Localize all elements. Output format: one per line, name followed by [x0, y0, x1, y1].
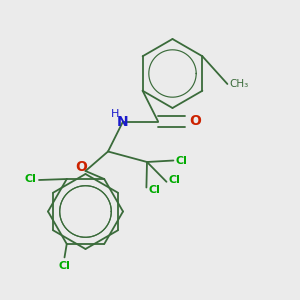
Text: Cl: Cl [148, 185, 160, 195]
Text: Cl: Cl [169, 175, 181, 185]
Text: O: O [75, 160, 87, 174]
Text: Cl: Cl [25, 173, 37, 184]
Text: Cl: Cl [58, 261, 70, 271]
Text: N: N [117, 115, 129, 128]
Text: Cl: Cl [176, 155, 188, 166]
Text: O: O [189, 114, 201, 128]
Text: CH₃: CH₃ [230, 79, 249, 89]
Text: H: H [110, 109, 119, 119]
